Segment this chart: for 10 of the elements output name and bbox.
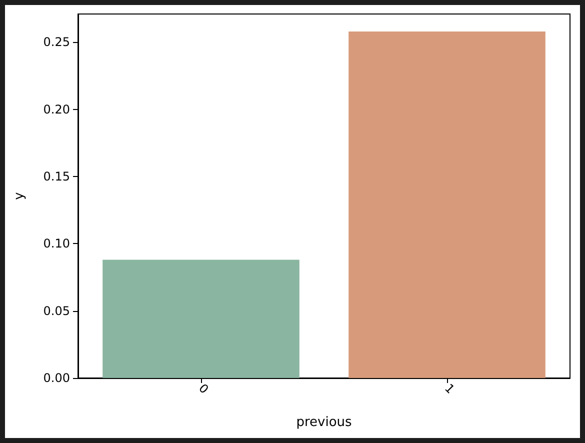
y-tick-label: 0.15 xyxy=(43,170,70,184)
x-tick-label: 0 xyxy=(196,381,212,396)
y-axis-title: y xyxy=(12,192,27,200)
x-tick-label: 1 xyxy=(442,381,458,396)
y-tick-label: 0.00 xyxy=(43,371,70,385)
x-axis-title: previous xyxy=(296,415,352,430)
y-tick-label: 0.10 xyxy=(43,236,70,251)
y-tick-label: 0.05 xyxy=(43,304,70,318)
y-tick-label: 0.20 xyxy=(43,102,70,116)
y-tick-label: 0.25 xyxy=(43,35,70,50)
